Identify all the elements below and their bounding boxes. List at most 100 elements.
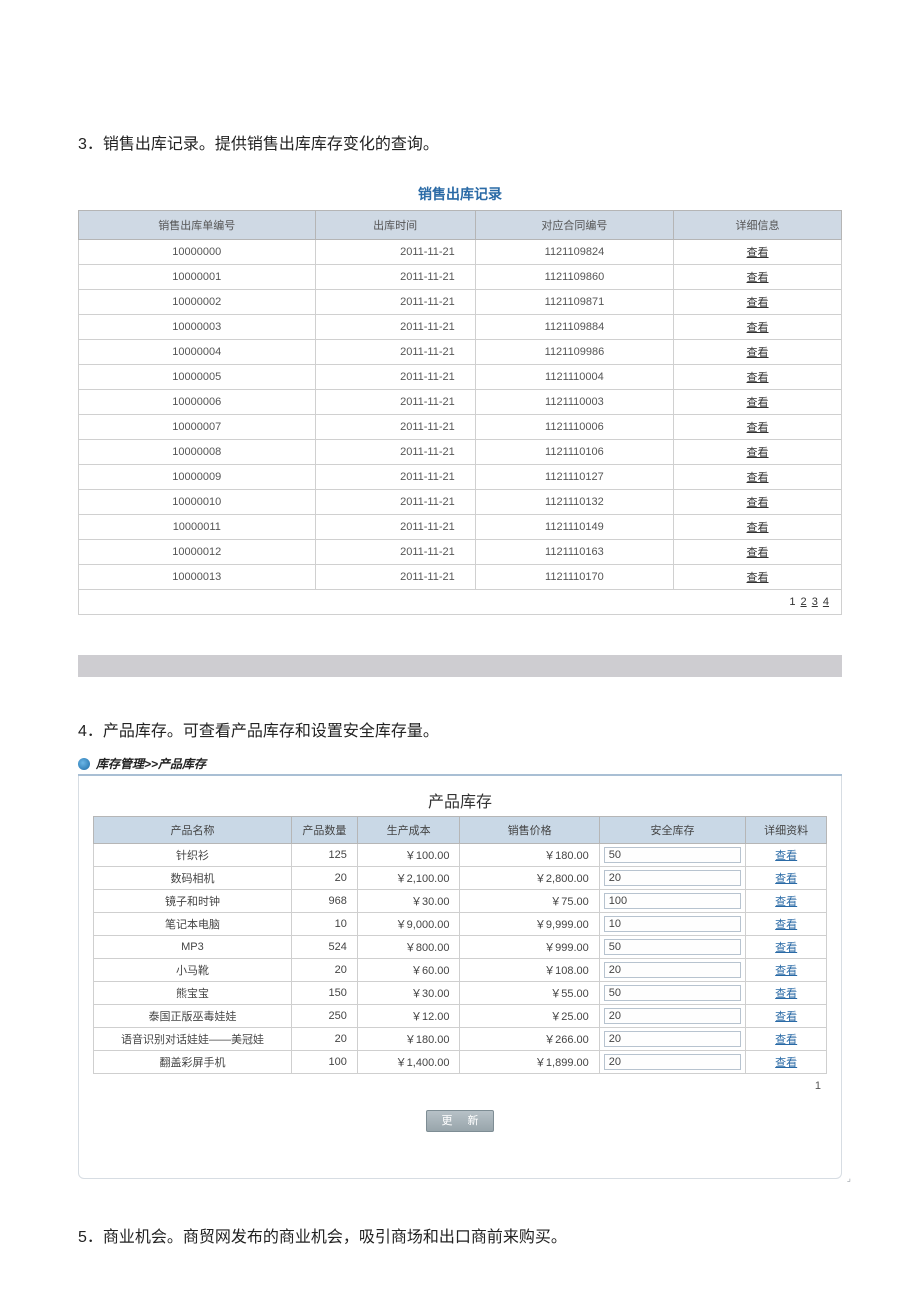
cell-cost: ￥2,100.00 [357, 867, 460, 890]
table-row: 笔记本电脑10￥9,000.00￥9,999.00查看 [94, 913, 827, 936]
cell-qty: 20 [291, 867, 357, 890]
cell-cost: ￥800.00 [357, 936, 460, 959]
page-link[interactable]: 3 [812, 596, 818, 608]
cell-safe [599, 982, 746, 1005]
cell-name: 泰国正版巫毒娃娃 [94, 1005, 292, 1028]
view-link[interactable]: 查看 [775, 919, 797, 931]
view-link[interactable]: 查看 [747, 497, 769, 509]
col-contract: 对应合同编号 [475, 211, 673, 240]
table-row: 熊宝宝150￥30.00￥55.00查看 [94, 982, 827, 1005]
view-link[interactable]: 查看 [747, 522, 769, 534]
view-link[interactable]: 查看 [747, 247, 769, 259]
cell-contract: 1121110004 [475, 365, 673, 390]
safe-stock-input[interactable] [604, 893, 742, 909]
view-link[interactable]: 查看 [747, 572, 769, 584]
cell-price: ￥180.00 [460, 844, 599, 867]
cell-name: MP3 [94, 936, 292, 959]
view-link[interactable]: 查看 [775, 942, 797, 954]
col-prod-name: 产品名称 [94, 817, 292, 844]
cell-detail: 查看 [674, 315, 842, 340]
cell-name: 数码相机 [94, 867, 292, 890]
table-row: 100000042011-11-211121109986查看 [79, 340, 842, 365]
view-link[interactable]: 查看 [747, 397, 769, 409]
col-prod-safe: 安全库存 [599, 817, 746, 844]
view-link[interactable]: 查看 [747, 447, 769, 459]
cell-detail: 查看 [674, 340, 842, 365]
pager-section3: 1 2 3 4 [78, 590, 842, 615]
cell-id: 10000007 [79, 415, 316, 440]
table-row: 数码相机20￥2,100.00￥2,800.00查看 [94, 867, 827, 890]
view-link[interactable]: 查看 [775, 850, 797, 862]
cell-id: 10000004 [79, 340, 316, 365]
table-row: 100000062011-11-211121110003查看 [79, 390, 842, 415]
safe-stock-input[interactable] [604, 939, 742, 955]
safe-stock-input[interactable] [604, 1008, 742, 1024]
table-row: 翻盖彩屏手机100￥1,400.00￥1,899.00查看 [94, 1051, 827, 1074]
cell-cost: ￥1,400.00 [357, 1051, 460, 1074]
cell-detail: 查看 [674, 415, 842, 440]
view-link[interactable]: 查看 [775, 873, 797, 885]
table-row: 100000112011-11-211121110149查看 [79, 515, 842, 540]
cell-name: 语音识别对话娃娃——美冠娃 [94, 1028, 292, 1051]
cell-contract: 1121109986 [475, 340, 673, 365]
breadcrumb: 库存管理>>产品库存 [78, 755, 842, 776]
section-5-heading: 5．商业机会。商贸网发布的商业机会，吸引商场和出口商前来购买。 [78, 1223, 842, 1247]
cell-name: 小马靴 [94, 959, 292, 982]
cell-time: 2011-11-21 [315, 465, 475, 490]
page-link[interactable]: 2 [801, 596, 807, 608]
cell-time: 2011-11-21 [315, 440, 475, 465]
view-link[interactable]: 查看 [775, 1057, 797, 1069]
cell-detail: 查看 [674, 240, 842, 265]
table-row: 100000132011-11-211121110170查看 [79, 565, 842, 590]
cell-id: 10000008 [79, 440, 316, 465]
cell-detail: 查看 [746, 890, 827, 913]
cell-id: 10000006 [79, 390, 316, 415]
safe-stock-input[interactable] [604, 985, 742, 1001]
view-link[interactable]: 查看 [775, 965, 797, 977]
cell-price: ￥75.00 [460, 890, 599, 913]
view-link[interactable]: 查看 [747, 547, 769, 559]
cell-detail: 查看 [674, 390, 842, 415]
page-current: 1 [789, 596, 795, 608]
cell-time: 2011-11-21 [315, 290, 475, 315]
safe-stock-input[interactable] [604, 870, 742, 886]
safe-stock-input[interactable] [604, 962, 742, 978]
view-link[interactable]: 查看 [775, 1034, 797, 1046]
table-row: 100000122011-11-211121110163查看 [79, 540, 842, 565]
cell-id: 10000000 [79, 240, 316, 265]
view-link[interactable]: 查看 [747, 347, 769, 359]
safe-stock-input[interactable] [604, 1054, 742, 1070]
table-row: 100000002011-11-211121109824查看 [79, 240, 842, 265]
col-prod-qty: 产品数量 [291, 817, 357, 844]
view-link[interactable]: 查看 [775, 896, 797, 908]
view-link[interactable]: 查看 [775, 1011, 797, 1023]
safe-stock-input[interactable] [604, 847, 742, 863]
cell-price: ￥25.00 [460, 1005, 599, 1028]
cell-id: 10000009 [79, 465, 316, 490]
cell-detail: 查看 [674, 465, 842, 490]
table-row: 100000032011-11-211121109884查看 [79, 315, 842, 340]
safe-stock-input[interactable] [604, 1031, 742, 1047]
view-link[interactable]: 查看 [775, 988, 797, 1000]
view-link[interactable]: 查看 [747, 372, 769, 384]
view-link[interactable]: 查看 [747, 272, 769, 284]
update-button[interactable]: 更 新 [426, 1110, 494, 1132]
page-link[interactable]: 4 [823, 596, 829, 608]
view-link[interactable]: 查看 [747, 422, 769, 434]
cell-detail: 查看 [746, 867, 827, 890]
cell-cost: ￥100.00 [357, 844, 460, 867]
cell-detail: 查看 [674, 565, 842, 590]
view-link[interactable]: 查看 [747, 297, 769, 309]
divider-band [78, 655, 842, 677]
pager-section4: 1 [93, 1074, 827, 1092]
cell-detail: 查看 [746, 913, 827, 936]
cell-contract: 1121110006 [475, 415, 673, 440]
cell-id: 10000002 [79, 290, 316, 315]
safe-stock-input[interactable] [604, 916, 742, 932]
cell-cost: ￥180.00 [357, 1028, 460, 1051]
cell-price: ￥108.00 [460, 959, 599, 982]
cell-price: ￥1,899.00 [460, 1051, 599, 1074]
view-link[interactable]: 查看 [747, 322, 769, 334]
cell-contract: 1121110170 [475, 565, 673, 590]
view-link[interactable]: 查看 [747, 472, 769, 484]
